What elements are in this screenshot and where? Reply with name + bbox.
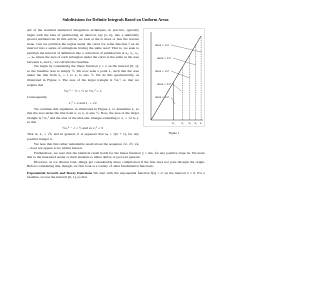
subdivision-lines: [173, 35, 202, 120]
paragraph: That is, x₂ = √3, and in general, it is …: [27, 132, 139, 142]
area-pointer: [172, 57, 196, 66]
paragraph: We continue this argument, as illustrate…: [27, 106, 139, 125]
figure: x₀ x₁ x₂ x₃ x₄ Area = 1/2 Area = 1/2 Area = 1/2…: [143, 28, 205, 135]
section-text: We start with the exponential function f…: [27, 170, 205, 180]
paragraph: However, as we discuss later, things get…: [27, 159, 205, 169]
figure-labels: x₀ x₁ x₂ x₃ x₄ Area = 1/2 Area = 1/2 Area = 1/2…: [155, 43, 202, 125]
section: Exponential Growth and Decay Functions W…: [27, 171, 205, 180]
area-label: Area = 1/2: [157, 56, 171, 60]
x-label: x₃: [194, 121, 197, 125]
area-pointer: [172, 83, 182, 92]
paragraph: We note that this rather remarkable resu…: [27, 141, 139, 151]
paragraph: Furthermore, we note that the identical …: [27, 150, 205, 160]
area-pointer: [170, 70, 190, 79]
area-label: Area = 1/2: [155, 43, 169, 47]
x-label: x₀: [172, 121, 175, 125]
figure-frame: [143, 28, 205, 127]
section-heading: Exponential Growth and Decay Functions: [27, 170, 93, 175]
line-y-equals-x: [150, 35, 202, 121]
paragraph: Consequently,: [27, 94, 48, 99]
paragraph: We begin by considering the linear funct…: [27, 64, 139, 87]
figure-caption: Figure 1: [169, 131, 180, 135]
equation: ½x₂² − 1 = ½ and so x₂² = 3.: [62, 126, 104, 131]
equation: x₁² = 2 and x₁ = √2.: [68, 100, 98, 105]
title: Subdivisions for Definite Integrals Base…: [62, 17, 169, 22]
area-label: Area = 1/2: [155, 95, 169, 99]
x-label: x₁: [181, 121, 184, 125]
area-label: Area = 1/2: [157, 82, 171, 86]
x-label: x₂: [188, 121, 191, 125]
paragraph: All of the standard numerical integratio…: [27, 28, 139, 64]
equation: ½x₁² − ½ = ½ or ½x₁² = 1.: [63, 88, 103, 93]
area-label: Area = 1/2: [155, 69, 169, 73]
page: Subdivisions for Definite Integrals Base…: [27, 17, 205, 180]
body: x₀ x₁ x₂ x₃ x₄ Area = 1/2 Area = 1/2 Area = 1/2…: [27, 28, 205, 180]
area-pointer: [170, 44, 202, 53]
x-label: x₄: [200, 121, 203, 125]
area-pointer: [170, 96, 176, 105]
